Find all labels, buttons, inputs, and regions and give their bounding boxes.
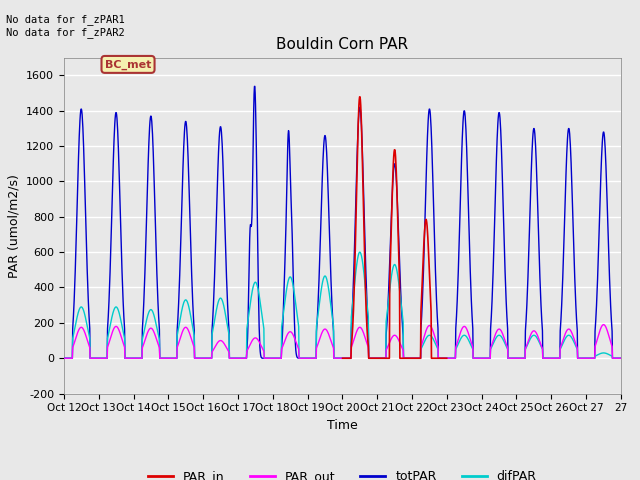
totPAR: [60, 355, 68, 361]
difPAR: [147, 307, 155, 312]
difPAR: [356, 249, 364, 255]
totPAR: [328, 304, 336, 310]
totPAR: [474, 355, 482, 361]
Line: totPAR: totPAR: [64, 86, 621, 358]
difPAR: [328, 310, 335, 315]
totPAR: [617, 355, 625, 361]
PAR_out: [600, 322, 607, 327]
PAR_out: [556, 355, 563, 361]
PAR_out: [328, 340, 335, 346]
PAR_out: [474, 355, 481, 361]
difPAR: [610, 355, 618, 361]
difPAR: [474, 355, 482, 361]
Text: BC_met: BC_met: [105, 60, 151, 70]
PAR_out: [147, 325, 155, 331]
Legend: PAR_in, PAR_out, totPAR, difPAR: PAR_in, PAR_out, totPAR, difPAR: [143, 465, 541, 480]
totPAR: [556, 355, 563, 361]
totPAR: [317, 198, 325, 204]
Y-axis label: PAR (umol/m2/s): PAR (umol/m2/s): [8, 174, 20, 277]
difPAR: [556, 355, 563, 361]
Line: difPAR: difPAR: [64, 252, 621, 358]
Title: Bouldin Corn PAR: Bouldin Corn PAR: [276, 37, 408, 52]
totPAR: [610, 355, 618, 361]
difPAR: [317, 287, 325, 293]
PAR_out: [60, 355, 68, 361]
PAR_out: [617, 355, 625, 361]
Line: PAR_out: PAR_out: [64, 324, 621, 358]
difPAR: [617, 355, 625, 361]
totPAR: [251, 84, 259, 89]
X-axis label: Time: Time: [327, 419, 358, 432]
totPAR: [147, 113, 155, 119]
PAR_out: [610, 355, 618, 361]
difPAR: [60, 355, 68, 361]
PAR_out: [317, 332, 325, 337]
Line: PAR_in: PAR_in: [342, 97, 447, 358]
Text: No data for f_zPAR1
No data for f_zPAR2: No data for f_zPAR1 No data for f_zPAR2: [6, 14, 125, 38]
